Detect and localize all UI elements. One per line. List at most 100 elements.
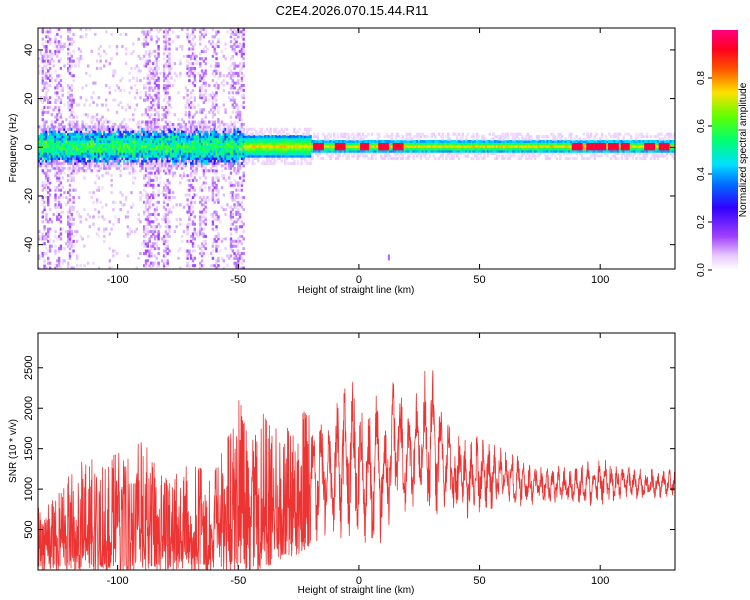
- spectrogram-cell: [200, 69, 204, 73]
- spectrogram-cell: [162, 266, 166, 269]
- spectrogram-cell: [202, 215, 206, 219]
- spectrogram-cell: [209, 161, 213, 165]
- spectrogram-cell: [387, 157, 390, 161]
- spectrogram-cell: [255, 157, 258, 161]
- spectrogram-cell: [390, 142, 394, 146]
- spectrogram-cell: [313, 135, 316, 139]
- spectrogram-cell: [114, 88, 117, 92]
- spectrogram-cell: [50, 154, 54, 158]
- spectrogram-cell: [387, 154, 390, 158]
- spectrogram-cell: [70, 213, 74, 217]
- spectrogram-cell: [190, 103, 193, 107]
- spectrogram-cell: [231, 32, 235, 36]
- spectrogram-cell: [141, 127, 144, 131]
- spectrogram-cell: [316, 142, 320, 146]
- spectrogram-cell: [54, 86, 57, 90]
- spectrogram-cell: [162, 198, 166, 202]
- spectrogram-cell: [186, 232, 189, 236]
- spectrogram-cell: [320, 149, 323, 153]
- spectrogram-cell: [153, 154, 157, 158]
- spectrogram-cell: [327, 144, 330, 148]
- spectrogram-cell: [179, 161, 182, 165]
- spectrogram-cell: [193, 149, 197, 153]
- spectrogram-cell: [56, 130, 59, 134]
- spectrogram-cell: [112, 142, 115, 146]
- spectrogram-cell: [233, 120, 236, 124]
- spectrogram-cell: [233, 32, 236, 36]
- spectrogram-cell: [434, 149, 437, 153]
- spectrogram-cell: [139, 196, 142, 200]
- spectrogram-cell: [144, 37, 148, 41]
- spectrogram-cell: [95, 152, 99, 156]
- spectrogram-cell: [398, 144, 401, 148]
- spectrogram-cell: [296, 137, 300, 141]
- spectrogram-cell: [181, 239, 184, 243]
- spectrogram-cell: [191, 130, 195, 134]
- spectrogram-cell: [157, 166, 160, 170]
- spectrogram-cell: [146, 193, 150, 197]
- spectrogram-cell: [164, 28, 168, 32]
- spectrogram-cell: [302, 142, 305, 146]
- spectrogram-cell: [103, 149, 106, 153]
- spectrogram-cell: [70, 64, 74, 68]
- spectrogram-cell: [132, 49, 135, 53]
- spectrogram-cell: [200, 215, 204, 219]
- spectrogram-cell: [371, 157, 374, 161]
- spectrogram-cell: [41, 237, 45, 241]
- spectrogram-cell: [222, 266, 226, 269]
- spectrogram-cell: [182, 164, 186, 168]
- spectrogram-cell: [432, 154, 435, 158]
- spectrogram-cell: [48, 127, 52, 131]
- spectrogram-cell: [229, 244, 233, 248]
- spectrogram-cell: [242, 222, 245, 226]
- spectrogram-cell: [295, 142, 298, 146]
- spectrogram-cell: [231, 249, 235, 253]
- spectrogram-cell: [240, 161, 244, 165]
- spectrogram-cell: [112, 140, 115, 144]
- spectrogram-cell: [67, 147, 70, 151]
- spectrogram-cell: [135, 135, 139, 139]
- spectrogram-cell: [200, 159, 204, 163]
- spectrogram-cell: [103, 164, 106, 168]
- spectrogram-cell: [144, 174, 148, 178]
- spectrogram-cell: [199, 42, 202, 46]
- spectrogram-cell: [41, 130, 45, 134]
- spectrogram-cell: [121, 76, 124, 80]
- spectrogram-cell: [211, 249, 215, 253]
- spectrogram-cell: [231, 81, 235, 85]
- spectrogram-cell: [199, 220, 202, 224]
- spectrogram-cell: [199, 86, 202, 90]
- spectrogram-cell: [72, 98, 75, 102]
- spectrogram-cell: [56, 186, 59, 190]
- spectrogram-cell: [106, 152, 110, 156]
- spectrogram-cell: [47, 178, 50, 182]
- spectrogram-cell: [52, 152, 55, 156]
- spectrogram-cell: [168, 230, 171, 234]
- spectrogram-cell: [181, 164, 184, 168]
- spectrogram-cell: [204, 125, 207, 129]
- spectrogram-cell: [166, 59, 169, 63]
- spectrogram-cell: [105, 144, 108, 148]
- spectrogram-cell: [59, 137, 63, 141]
- spectrogram-cell: [197, 149, 200, 153]
- spectrogram-cell: [148, 130, 151, 134]
- spectrogram-cell: [199, 30, 202, 34]
- spectrogram-cell: [148, 54, 151, 58]
- spectrogram-cell: [110, 161, 113, 165]
- spectrogram-cell: [380, 157, 383, 161]
- spectrogram-cell: [106, 127, 110, 131]
- spectrogram-cell: [146, 259, 150, 263]
- spectrogram-cell: [148, 203, 151, 207]
- spectrogram-cell: [193, 125, 197, 129]
- spectrogram-cell: [266, 144, 269, 148]
- spectrogram-cell: [171, 154, 175, 158]
- spectrogram-cell: [327, 149, 330, 153]
- spectrogram-cell: [325, 149, 329, 153]
- spectrogram-cell: [114, 98, 117, 102]
- spectrogram-cell: [244, 137, 247, 141]
- spectrogram-cell: [101, 144, 104, 148]
- spectrogram-cell: [114, 164, 117, 168]
- spectrogram-cell: [54, 188, 57, 192]
- spectrogram-cell: [153, 227, 157, 231]
- spectrogram-cell: [211, 91, 215, 95]
